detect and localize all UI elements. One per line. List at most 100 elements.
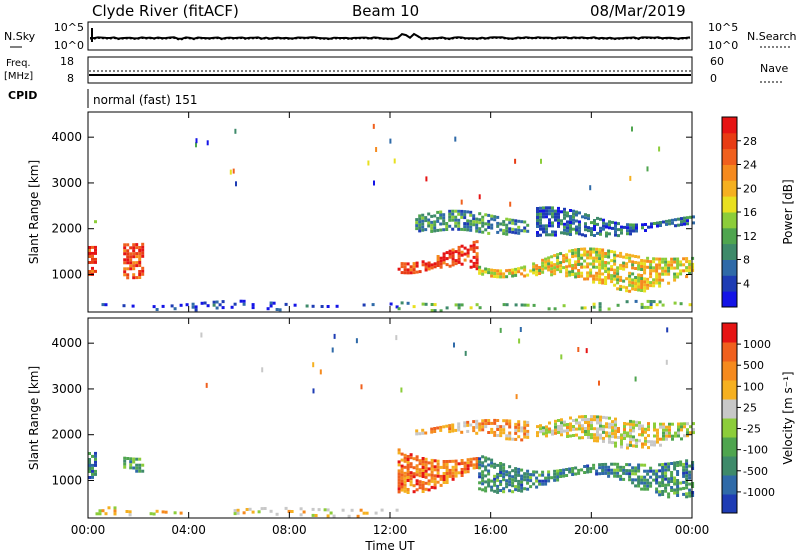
data-cell (595, 271, 599, 275)
data-cell (94, 251, 97, 255)
data-cell (608, 437, 611, 441)
data-cell (505, 226, 509, 230)
data-cell (427, 267, 431, 271)
data-cell (126, 243, 130, 247)
data-cell (668, 434, 671, 438)
data-cell (586, 265, 590, 269)
data-cell (457, 221, 461, 225)
data-cell (454, 224, 458, 228)
data-cell (505, 434, 509, 438)
nave-tick-top: 60 (710, 55, 724, 68)
data-cell (91, 472, 94, 476)
data-cell (692, 431, 695, 435)
data-cell (481, 455, 485, 459)
data-cell (91, 269, 94, 273)
data-cell (614, 426, 617, 430)
data-cell (305, 304, 309, 308)
data-cell (478, 221, 482, 225)
data-cell (529, 485, 533, 489)
data-cell (195, 138, 198, 144)
data-cell (138, 255, 142, 258)
data-cell (536, 434, 539, 438)
data-cell (523, 220, 527, 224)
data-cell (499, 489, 503, 492)
data-cell (647, 225, 650, 229)
data-cell (212, 303, 216, 307)
data-cell (126, 267, 130, 271)
data-cell (542, 215, 545, 219)
data-cell (614, 441, 617, 445)
data-cell (584, 225, 587, 229)
data-cell (655, 278, 659, 282)
data-cell (554, 230, 557, 234)
data-cell (499, 425, 503, 429)
data-cell (94, 454, 97, 458)
data-cell (655, 472, 659, 476)
data-cell (596, 433, 599, 437)
data-cell (430, 303, 434, 306)
data-cell (674, 224, 677, 228)
data-cell (451, 227, 455, 231)
data-cell (514, 267, 518, 271)
data-cell (544, 257, 548, 261)
data-cell (593, 228, 596, 231)
data-cell (457, 260, 461, 264)
data-cell (535, 470, 539, 474)
data-cell (598, 275, 602, 279)
data-cell (689, 425, 692, 429)
data-cell (634, 261, 638, 264)
data-cell (457, 428, 461, 432)
data-cell (626, 223, 629, 227)
data-cell (671, 434, 674, 438)
data-cell (569, 434, 572, 438)
data-cell (141, 272, 145, 276)
data-cell (457, 227, 461, 231)
data-cell (649, 269, 653, 273)
data-cell (589, 467, 593, 471)
data-cell (556, 259, 560, 263)
data-cell (215, 300, 219, 304)
data-cell (418, 483, 422, 487)
data-cell (508, 268, 512, 272)
colorbar-tick-label: 1000 (743, 338, 771, 351)
data-cell (427, 261, 431, 265)
data-cell (365, 511, 369, 515)
data-cell (601, 466, 605, 469)
data-cell (608, 431, 611, 435)
data-cell (487, 472, 491, 476)
data-cell (664, 465, 668, 469)
data-cell (580, 274, 584, 278)
data-cell (676, 266, 680, 270)
data-cell (662, 434, 665, 438)
data-cell (539, 424, 542, 428)
data-cell (643, 469, 647, 473)
y-tick-label: 2000 (51, 428, 82, 442)
data-cell (640, 302, 644, 306)
data-cell (647, 440, 650, 444)
data-cell (520, 426, 524, 430)
data-cell (545, 206, 548, 210)
data-cell (686, 216, 689, 220)
data-cell (553, 269, 557, 273)
data-cell (430, 473, 434, 477)
data-cell (553, 263, 557, 267)
data-cell (333, 333, 336, 339)
data-cell (658, 475, 662, 479)
data-cell (221, 300, 225, 304)
data-cell (677, 428, 680, 432)
data-cell (433, 214, 437, 218)
data-cell (129, 267, 133, 271)
data-cell (569, 209, 572, 212)
data-cell (517, 485, 521, 489)
data-cell (532, 473, 536, 477)
data-cell (538, 479, 542, 483)
data-cell (559, 475, 563, 478)
data-cell (586, 467, 590, 471)
data-cell (670, 462, 674, 465)
data-cell (442, 219, 446, 223)
data-cell (551, 224, 554, 228)
data-cell (436, 462, 440, 466)
data-cell (566, 429, 569, 432)
data-cell (658, 490, 662, 494)
colorbar-tick-label: 28 (743, 135, 757, 148)
